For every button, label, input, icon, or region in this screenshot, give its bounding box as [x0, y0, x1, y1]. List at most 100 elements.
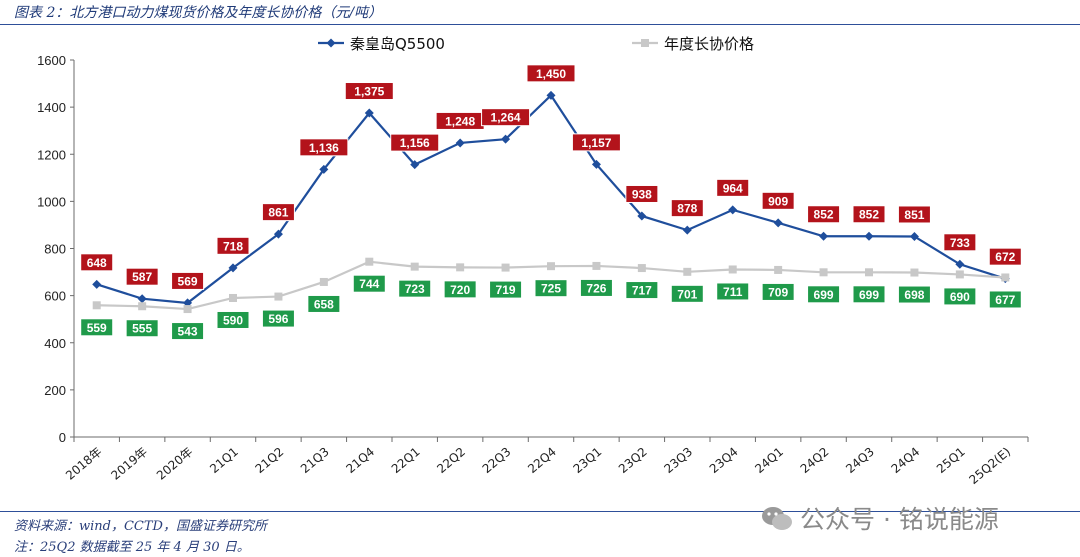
data-label-box [390, 133, 440, 152]
contract-price-point [774, 265, 783, 274]
data-label-text: 590 [223, 313, 243, 327]
contract-price-point [319, 277, 328, 286]
contract-price-point [683, 267, 692, 276]
x-tick-label: 22Q1 [389, 445, 423, 477]
contract-price-point [910, 268, 919, 277]
data-label-box [489, 280, 523, 299]
contract-price-point [547, 262, 555, 271]
spot-price-point [864, 231, 874, 241]
data-label-text: 909 [768, 194, 788, 208]
contract-price-data-label: 590 [216, 310, 250, 329]
data-label-box [897, 205, 931, 224]
contract-price-data-label: 555 [125, 319, 159, 338]
data-label-text: 1,157 [581, 136, 611, 150]
data-label-box [852, 285, 886, 304]
spot-price-point [909, 231, 919, 241]
x-tick-label: 21Q1 [207, 445, 241, 477]
spot-price-point [228, 263, 238, 273]
data-label-box [897, 285, 931, 304]
wechat-icon [762, 507, 792, 530]
spot-price-data-label: 878 [670, 199, 704, 218]
data-label-box [299, 138, 349, 157]
data-label-text: 1,264 [491, 111, 521, 125]
spot-price-point [137, 294, 147, 304]
data-label-text: 1,375 [354, 85, 384, 99]
y-tick-label: 1600 [37, 53, 66, 68]
spot-price-data-label: 1,136 [299, 138, 349, 157]
legend-spot-marker [326, 38, 336, 48]
contract-price-data-label: 690 [943, 287, 977, 306]
data-label-text: 699 [814, 288, 834, 302]
contract-price-point [456, 263, 465, 272]
x-tick-label: 25Q2(E) [966, 445, 1013, 487]
contract-price-data-label: 596 [261, 309, 295, 328]
spot-price-data-label: 718 [216, 236, 250, 255]
x-tick-label: 22Q2 [434, 445, 468, 477]
data-label-text: 543 [178, 325, 198, 339]
data-label-box [125, 319, 159, 338]
x-tick-label: 23Q4 [707, 445, 741, 477]
spot-price-point [92, 279, 102, 289]
spot-price-data-label: 852 [852, 205, 886, 224]
x-tick-label: 22Q3 [480, 445, 514, 477]
data-label-box [80, 253, 114, 272]
contract-price-data-label: 559 [80, 318, 114, 337]
data-label-text: 699 [859, 288, 879, 302]
contract-price-data-label: 726 [579, 278, 613, 297]
spot-price-point [955, 259, 965, 269]
y-tick-label: 1200 [37, 147, 66, 162]
top-rule [0, 24, 1080, 25]
contract-price-point [865, 268, 873, 277]
data-label-text: 587 [132, 270, 152, 284]
x-tick-label: 24Q2 [798, 445, 832, 477]
data-label-box [852, 205, 886, 224]
data-label-text: 964 [723, 181, 743, 195]
x-tick-label: 21Q2 [253, 445, 287, 477]
data-label-box [571, 133, 621, 152]
contract-price-point [183, 305, 192, 314]
spot-price-data-label: 1,264 [481, 108, 531, 127]
contract-price-data-label: 720 [443, 280, 477, 299]
data-label-box [670, 199, 704, 218]
x-tick-label: 24Q3 [843, 445, 877, 477]
data-label-text: 1,450 [536, 67, 566, 81]
legend-contract-marker [641, 39, 649, 47]
contract-price-point [410, 262, 419, 271]
spot-price-point [591, 159, 601, 169]
x-tick-label: 23Q1 [571, 445, 605, 477]
watermark: 公众号 · 铭说能源 [760, 500, 999, 536]
spot-price-point [637, 211, 647, 221]
contract-price-point [138, 302, 147, 311]
contract-price-point [728, 265, 737, 274]
y-tick-label: 0 [59, 430, 66, 445]
data-label-box [716, 282, 750, 301]
data-label-box [761, 282, 795, 301]
data-label-box [261, 309, 295, 328]
contract-price-data-label: 543 [171, 322, 205, 341]
data-label-text: 861 [268, 206, 288, 220]
spot-price-data-label: 852 [807, 205, 841, 224]
contract-price-data-label: 658 [307, 294, 341, 313]
data-label-box [80, 318, 114, 337]
data-label-box [807, 285, 841, 304]
contract-price-point [955, 270, 964, 279]
data-label-text: 938 [632, 187, 652, 201]
spot-price-point [501, 134, 511, 144]
spot-price-data-label: 851 [897, 205, 931, 224]
data-label-text: 725 [541, 282, 561, 296]
spot-price-data-label: 569 [171, 271, 205, 290]
data-label-box [398, 279, 432, 298]
y-tick-label: 1000 [37, 194, 66, 209]
x-tick-label: 24Q1 [752, 445, 786, 477]
data-label-text: 717 [632, 284, 652, 298]
data-label-text: 672 [995, 250, 1015, 264]
contract-price-point [274, 292, 283, 301]
x-tick-label: 24Q4 [889, 445, 923, 477]
y-tick-label: 800 [44, 242, 66, 257]
data-label-box [579, 278, 613, 297]
data-label-box [352, 274, 386, 293]
data-label-text: 720 [450, 283, 470, 297]
contract-price-data-label: 677 [988, 290, 1022, 309]
spot-price-data-label: 1,156 [390, 133, 440, 152]
